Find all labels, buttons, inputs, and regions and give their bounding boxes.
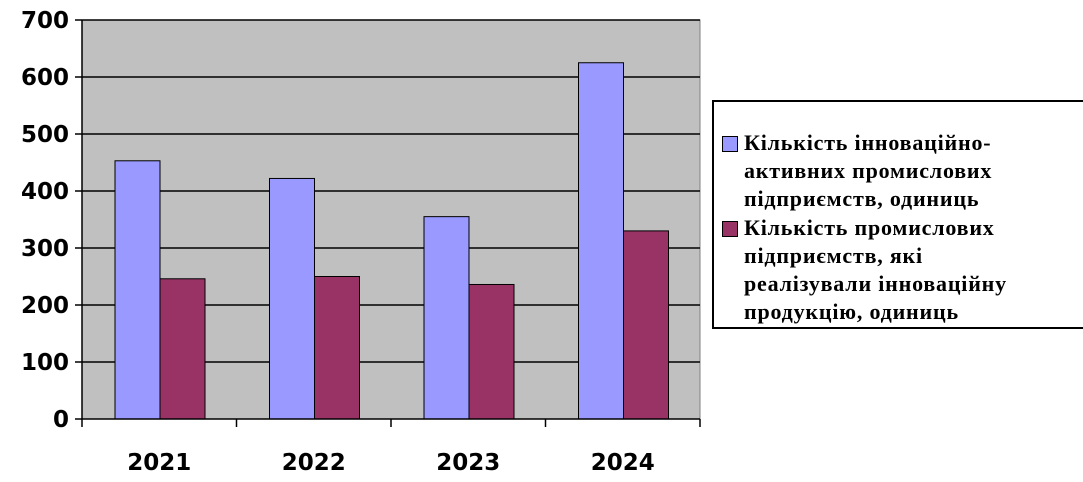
y-tick-label-300: 300 [21, 236, 69, 262]
x-axis-tick-labels: 2021 2022 2023 2024 [127, 450, 655, 476]
legend-entry-series-2: Кількість промислових підприємств, які р… [722, 214, 1083, 326]
y-tick-label-400: 400 [21, 179, 69, 205]
axes [75, 19, 701, 427]
bar-series-2-2022 [314, 276, 360, 420]
legend-label-series-2: Кількість промислових підприємств, які р… [744, 215, 1007, 324]
legend-swatch-series-1 [722, 136, 738, 152]
bar-series-2-2024 [623, 230, 669, 420]
bars [114, 62, 669, 420]
legend-swatch-series-2 [722, 221, 738, 237]
legend: Кількість інноваційно- активних промисло… [712, 100, 1083, 329]
x-tick-label-2023: 2023 [436, 450, 500, 476]
legend-entry-series-1: Кількість інноваційно- активних промисло… [722, 129, 1083, 213]
y-tick-label-500: 500 [21, 122, 69, 148]
y-axis-tick-labels: 0 100 200 300 400 500 600 700 [21, 8, 69, 433]
x-tick-label-2022: 2022 [282, 450, 346, 476]
bar-series-1-2022 [269, 177, 315, 420]
y-tick-label-700: 700 [21, 8, 69, 34]
bar-series-2-2023 [468, 283, 515, 420]
bar-series-1-2021 [114, 160, 161, 420]
y-tick-label-100: 100 [21, 350, 69, 376]
x-tick-label-2024: 2024 [591, 450, 655, 476]
legend-label-series-1: Кількість інноваційно- активних промисло… [744, 130, 993, 211]
y-tick-label-200: 200 [21, 293, 69, 319]
bar-series-1-2023 [423, 216, 470, 420]
bar-series-1-2024 [578, 62, 624, 420]
x-tick-label-2021: 2021 [127, 450, 191, 476]
bar-series-2-2021 [159, 278, 206, 420]
y-tick-label-0: 0 [53, 407, 69, 433]
y-tick-label-600: 600 [21, 65, 69, 91]
